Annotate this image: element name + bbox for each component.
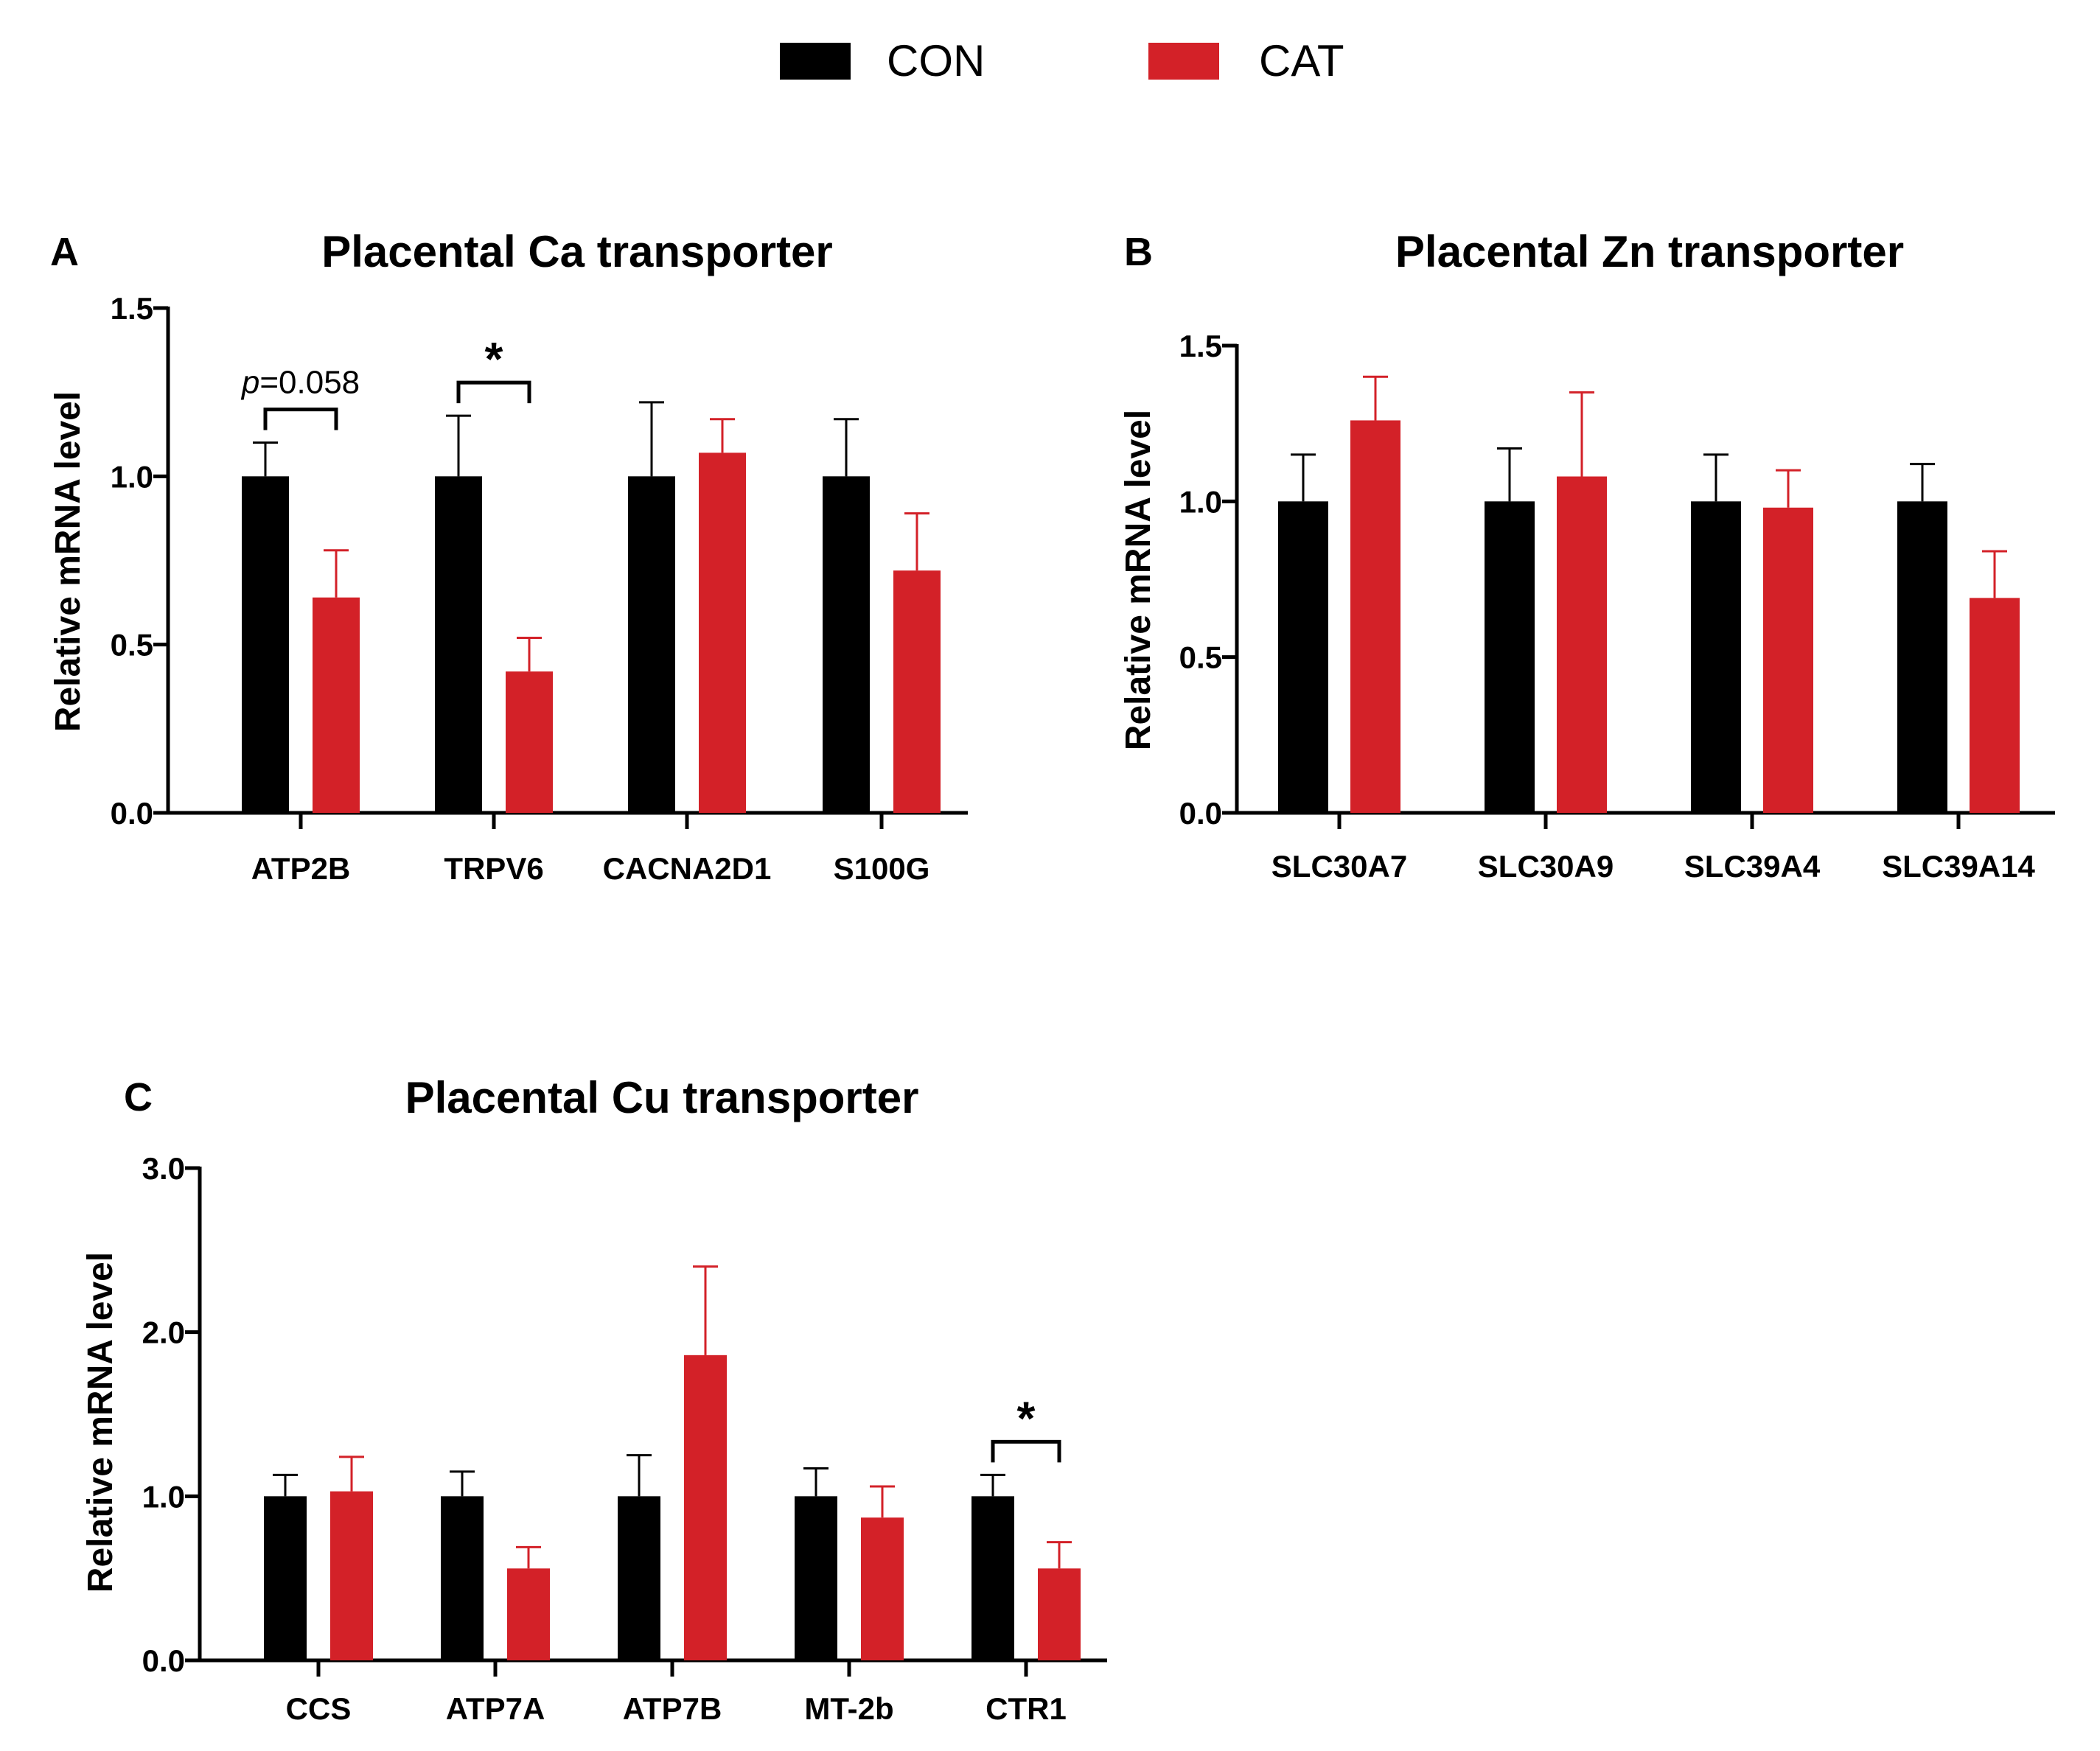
panel-b: B Placental Zn transporter Relative mRNA… bbox=[1119, 227, 2055, 884]
y-tick-label: 1.0 bbox=[142, 1479, 185, 1514]
panel-title-a: Placental Ca transporter bbox=[321, 227, 833, 276]
bar-cat bbox=[507, 1568, 550, 1660]
bar-con bbox=[1897, 501, 1947, 813]
bar-con bbox=[795, 1496, 837, 1660]
bar-cat bbox=[699, 452, 746, 813]
y-axis-label-c: Relative mRNA level bbox=[81, 1252, 120, 1593]
panel-title-b: Placental Zn transporter bbox=[1395, 227, 1904, 276]
bars-a bbox=[242, 401, 941, 813]
legend-label-cat: CAT bbox=[1259, 36, 1344, 85]
y-tick-label: 0.0 bbox=[1179, 796, 1222, 831]
y-tick-label: 1.5 bbox=[111, 291, 153, 326]
bar-cat bbox=[1038, 1568, 1081, 1660]
legend: CON CAT bbox=[780, 36, 1344, 85]
bar-con bbox=[264, 1496, 307, 1660]
annotations-c: * bbox=[991, 1391, 1061, 1463]
legend-item-con: CON bbox=[780, 36, 985, 85]
bar-cat bbox=[1557, 476, 1607, 813]
x-tick-label: CACNA2D1 bbox=[603, 851, 772, 886]
panel-a: A Placental Ca transporter Relative mRNA… bbox=[49, 227, 968, 886]
bar-cat bbox=[893, 570, 941, 813]
y-tick-label: 0.5 bbox=[111, 628, 153, 663]
bar-con bbox=[1278, 501, 1328, 813]
y-tick-label: 0.0 bbox=[142, 1643, 185, 1678]
significance-bracket: * bbox=[991, 1391, 1061, 1463]
significance-bracket: * bbox=[456, 332, 531, 404]
bar-cat bbox=[506, 671, 553, 813]
y-tick-label: 0.0 bbox=[111, 796, 153, 831]
x-tick-label: CTR1 bbox=[986, 1691, 1067, 1726]
bracket-line bbox=[263, 408, 338, 430]
p-value-label: p=0.058 bbox=[240, 365, 360, 401]
legend-label-con: CON bbox=[887, 36, 985, 85]
axes-c: 0.0 1.0 2.0 3.0 CCS ATP7A ATP7B MT-2b CTR1 bbox=[142, 1151, 1107, 1726]
x-tick-label: S100G bbox=[834, 851, 930, 886]
bar-con bbox=[242, 476, 289, 813]
y-axis-label-b: Relative mRNA level bbox=[1119, 410, 1158, 750]
significance-bracket: p=0.058 bbox=[240, 365, 360, 430]
bars-c bbox=[264, 1265, 1081, 1660]
bar-cat bbox=[330, 1491, 373, 1660]
bar-cat bbox=[1970, 598, 2020, 813]
y-tick-label: 3.0 bbox=[142, 1151, 185, 1186]
panel-letter-c: C bbox=[124, 1075, 153, 1119]
bar-cat bbox=[313, 597, 360, 813]
bar-con bbox=[971, 1496, 1014, 1660]
bar-cat bbox=[1763, 507, 1813, 813]
y-tick-label: 1.0 bbox=[1179, 484, 1222, 519]
bar-con bbox=[435, 476, 482, 813]
x-tick-label: SLC30A9 bbox=[1478, 849, 1614, 884]
panel-letter-a: A bbox=[50, 230, 79, 274]
x-tick-label: TRPV6 bbox=[444, 851, 543, 886]
panel-c: C Placental Cu transporter Relative mRNA… bbox=[81, 1073, 1107, 1726]
bar-cat bbox=[684, 1355, 727, 1660]
x-tick-label: SLC39A14 bbox=[1882, 849, 2035, 884]
y-tick-label: 1.5 bbox=[1179, 329, 1222, 363]
bar-con bbox=[618, 1496, 660, 1660]
bar-cat bbox=[1350, 420, 1400, 813]
bar-con bbox=[1485, 501, 1535, 813]
bars-b bbox=[1278, 375, 2020, 813]
bracket-line bbox=[991, 1439, 1061, 1463]
x-tick-label: ATP7B bbox=[623, 1691, 722, 1726]
x-tick-label: ATP2B bbox=[251, 851, 351, 886]
y-tick-label: 2.0 bbox=[142, 1315, 185, 1350]
x-tick-label: ATP7A bbox=[446, 1691, 545, 1726]
bar-con bbox=[628, 476, 675, 813]
bar-con bbox=[1691, 501, 1741, 813]
legend-swatch-con bbox=[780, 43, 851, 80]
y-tick-label: 1.0 bbox=[111, 459, 153, 494]
bracket-line bbox=[456, 380, 531, 404]
p-value-italic: p bbox=[240, 365, 259, 401]
x-tick-label: MT-2b bbox=[804, 1691, 893, 1726]
legend-item-cat: CAT bbox=[1148, 36, 1344, 85]
significance-star: * bbox=[1017, 1391, 1036, 1444]
axes-a: 0.0 0.5 1.0 1.5 ATP2B TRPV6 CACNA2D1 S100G bbox=[111, 291, 968, 886]
panel-title-c: Placental Cu transporter bbox=[405, 1073, 919, 1122]
y-axis-label-a: Relative mRNA level bbox=[49, 391, 88, 732]
x-tick-label: CCS bbox=[286, 1691, 352, 1726]
bar-con bbox=[823, 476, 870, 813]
p-value-number: =0.058 bbox=[259, 365, 360, 401]
y-tick-label: 0.5 bbox=[1179, 640, 1222, 675]
panel-letter-b: B bbox=[1124, 230, 1153, 274]
annotations-a: p=0.058 * bbox=[240, 332, 531, 430]
axes-b: 0.0 0.5 1.0 1.5 SLC30A7 SLC30A9 SLC39A4 SLC39A1… bbox=[1179, 329, 2055, 884]
x-tick-label: SLC30A7 bbox=[1271, 849, 1407, 884]
bar-con bbox=[441, 1496, 484, 1660]
legend-swatch-cat bbox=[1148, 43, 1219, 80]
bar-cat bbox=[861, 1517, 904, 1660]
significance-star: * bbox=[485, 332, 503, 385]
x-tick-label: SLC39A4 bbox=[1684, 849, 1821, 884]
